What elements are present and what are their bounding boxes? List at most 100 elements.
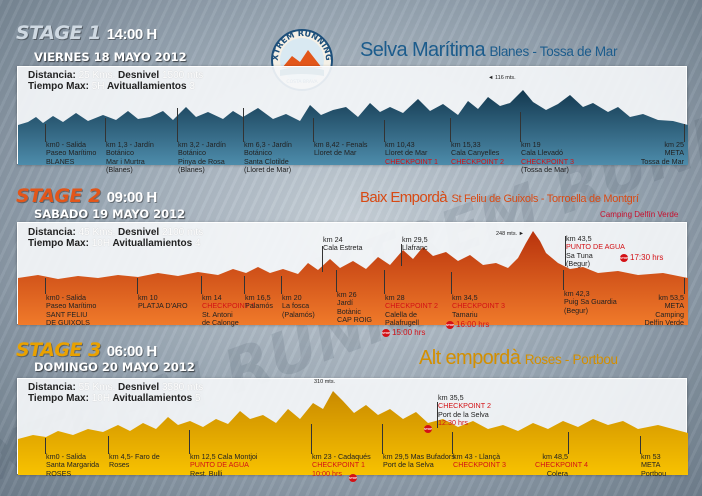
stage-1-time: 14:00 H: [106, 26, 157, 43]
stage-1-route: Selva Marítima Blanes - Tossa de Mar: [360, 40, 618, 60]
marker-line: [640, 436, 641, 454]
stage-1-info: Distancia: 25 Kms. Desnivel 1500 mts Tie…: [28, 70, 203, 92]
marker-line: [684, 124, 685, 142]
clock-time: STOP 17:30 hrs: [620, 253, 663, 262]
clock-time: STOP 16:00 hrs: [446, 320, 489, 329]
marker-line: [336, 270, 337, 292]
marker-line: [563, 270, 564, 290]
stage-2-info: Distancia: 45 Kms. Desnivel 2100 mts Tie…: [28, 227, 203, 249]
clock-value: 15:00 hrs: [392, 328, 426, 337]
checkpoint: km 10,43 Lloret de Mar CHECKPOINT 1: [385, 140, 438, 166]
stage-3-route: Alt empordà Roses - Portbou: [419, 348, 618, 368]
marker-line: [189, 430, 190, 454]
distance-label: Distancia:: [28, 382, 76, 393]
marker-line: [382, 424, 383, 454]
marker-line: [45, 278, 46, 294]
checkpoint: km 26 Jardí Botànic CAP ROIG: [337, 290, 373, 324]
slope-value: 3580 mts: [161, 382, 204, 393]
clock-value: 16:00 hrs: [456, 320, 490, 329]
slope-label: Desnivel: [118, 382, 160, 393]
checkpoint: km 23 - Cadaqués CHECKPOINT 1 10:00 hrs: [312, 452, 371, 478]
stage-1-route-sub: Blanes - Tossa de Mar: [489, 44, 618, 59]
checkpoint: km 48,5 CHECKPOINT 4 Colera: [535, 452, 588, 478]
slope-value: 2100 mts: [161, 227, 204, 238]
checkpoint: km 34,5 CHECKPOINT 3 Tamariu: [452, 293, 505, 319]
stop-icon: STOP: [349, 474, 358, 482]
stage-2-peak-label: 248 mts. ►: [496, 231, 525, 237]
time-max-label: Tiempo Max:: [28, 393, 89, 404]
marker-line: [451, 272, 452, 294]
stage-1-peak-value: 116 mts.: [494, 75, 516, 81]
distance-value: 55 Kms.: [78, 382, 116, 393]
checkpoint: km 42,3 Puig Sa Guardia (Begur): [564, 289, 617, 315]
distance-value: 25 Kms.: [78, 70, 116, 81]
checkpoint: km 20 La fosca (Palamós): [282, 293, 315, 319]
distance-value: 45 Kms.: [78, 227, 116, 238]
stage-1-elevation-profile: [18, 90, 688, 165]
checkpoint: km 16,5 Palamós: [245, 293, 273, 311]
marker-line: [452, 432, 453, 454]
distance-label: Distancia:: [28, 227, 76, 238]
stage-1-date: VIERNES 18 MAYO 2012: [34, 50, 187, 64]
marker-line: [384, 120, 385, 142]
time-max-value: 5H: [91, 81, 105, 92]
checkpoint: km 1,3 - Jardín Botánico Mar i Murtra (Blan…: [106, 140, 154, 174]
stage-1-title: STAGE 1 14:00 H: [16, 22, 157, 44]
marker-line: [244, 276, 245, 294]
stage-2-label: STAGE 2: [16, 185, 101, 207]
marker-line: [108, 436, 109, 454]
checkpoint: km 8,42 - Fenals Lloret de Mar: [314, 140, 368, 158]
marker-line: [177, 108, 178, 142]
slope-value: 1500 mts: [161, 70, 204, 81]
checkpoint: km 6,3 - Jardín Botánico Santa Clotilde (Ll…: [244, 140, 292, 174]
aid-value: 5: [194, 393, 201, 404]
checkpoint: km 29,5 Mas Bufadors Port de la Selva: [383, 452, 455, 470]
clock-value: 17:30 hrs: [630, 253, 664, 262]
stage-3-label: STAGE 3: [16, 339, 101, 361]
checkpoint: km 28 CHECKPOINT 2 Calella de Palafrugell: [385, 293, 438, 327]
checkpoint: km 19 Cala Llevadó CHECKPOINT 3 (Tossa de M…: [521, 140, 574, 174]
marker-line: [684, 278, 685, 294]
marker-line: [520, 112, 521, 142]
stop-icon: STOP: [382, 328, 391, 337]
marker-line: [384, 270, 385, 294]
checkpoint: km 4,5- Faro de Roses: [109, 452, 160, 470]
stop-icon: STOP: [446, 320, 455, 329]
marker-line: [105, 118, 106, 142]
marker-line: [322, 246, 323, 272]
checkpoint: km 25 META Tossa de Mar: [640, 140, 684, 166]
checkpoint: km 15,33 Cala Canyelles CHECKPOINT 2: [451, 140, 504, 166]
marker-line: [45, 438, 46, 454]
stage-2-time: 09:00 H: [106, 189, 157, 206]
stage-2-route-sub: St Feliu de Guixols - Torroella de Montg…: [451, 193, 639, 205]
stage-3-info: Distancia: 55 Kms. Desnivel 3580 mts Tie…: [28, 382, 203, 404]
stage-2-route: Baix Empordà St Feliu de Guixols - Torro…: [360, 190, 639, 206]
marker-line: [437, 402, 438, 428]
checkpoint: km 14 CHECKPOINT 1 St. Antoni de Calonge: [202, 293, 255, 327]
stage-3-peak-value: 310 mts.: [314, 379, 336, 385]
aid-value: 3: [189, 81, 195, 92]
stage-3-panel: 310 mts.: [17, 378, 688, 475]
marker-line: [568, 432, 569, 454]
stage-2-title: STAGE 2 09:00 H: [16, 185, 157, 207]
marker-line: [565, 236, 566, 266]
stage-2-elevation-profile: [18, 231, 688, 325]
marker-line: [311, 424, 312, 454]
checkpoint: km 35,5 CHECKPOINT 2 Port de la Selva 12:30…: [438, 393, 491, 427]
time-max-label: Tiempo Max:: [28, 238, 89, 249]
marker-line: [243, 108, 244, 142]
checkpoint: km0 - Salida Paseo Marítimo BLANES: [46, 140, 97, 166]
checkpoint: km0 - Salida Santa Margarida ROSES: [46, 452, 100, 478]
checkpoint: km 3,2 - Jardín Botánico Pinya de Rosa (Bla…: [178, 140, 226, 174]
checkpoint: km 10 PLATJA D'ARO: [138, 293, 188, 311]
time-max-value: 10H: [91, 238, 111, 249]
stop-icon: STOP: [424, 425, 433, 433]
marker-line: [313, 118, 314, 142]
aid-value: 4: [194, 238, 201, 249]
time-max-label: Tiempo Max:: [28, 81, 89, 92]
checkpoint: km0 - Salida Paseo Marítimo SANT FELIU DE G…: [46, 293, 97, 327]
stage-1-panel: ◄ 116 mts.: [17, 66, 688, 165]
checkpoint: km 53 META Portbou: [641, 452, 667, 478]
slope-label: Desnivel: [118, 70, 160, 81]
marker-line: [450, 118, 451, 142]
